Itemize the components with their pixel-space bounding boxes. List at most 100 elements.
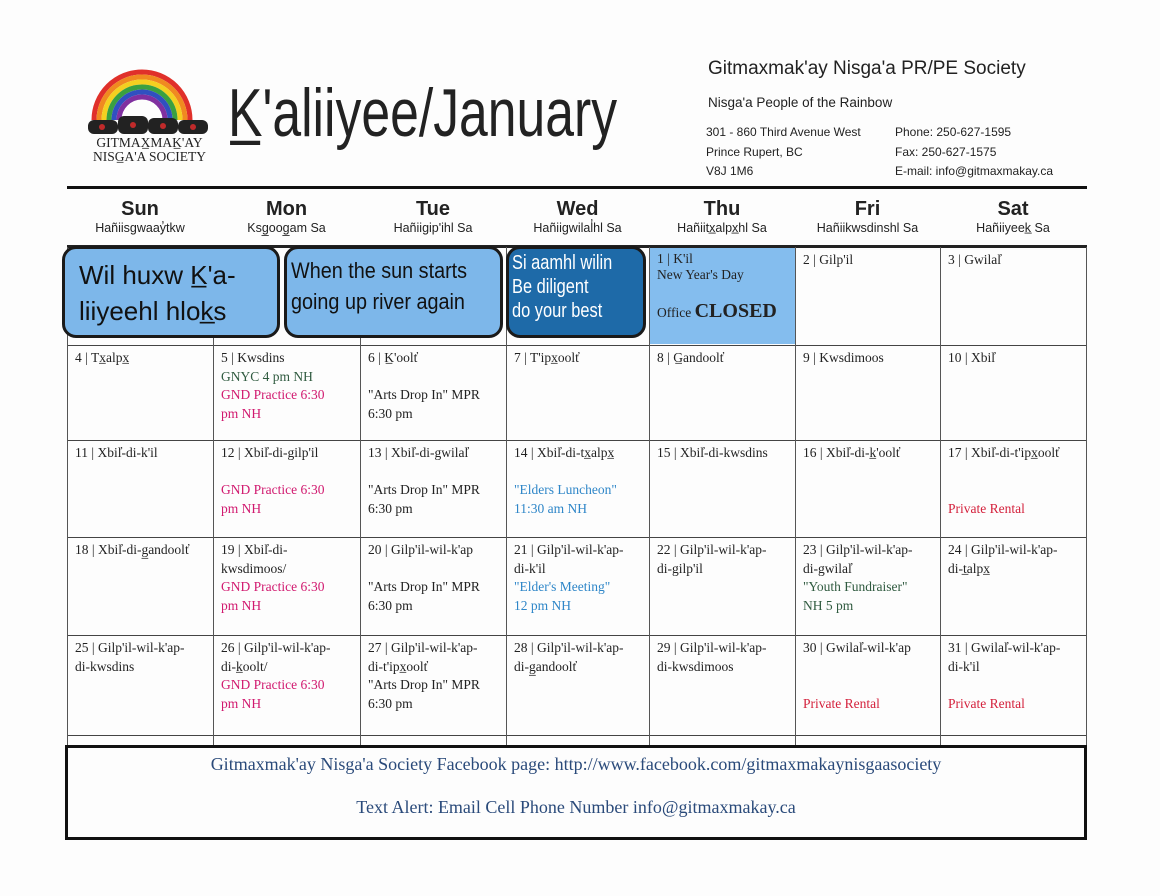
- event-text: "Arts Drop In" MPR 6:30 pm: [368, 387, 480, 421]
- email: E-mail: info@gitmaxmakay.ca: [895, 164, 1054, 178]
- day-cell: 4 | Tx̲alpx̲: [67, 345, 213, 440]
- column-divider: [649, 247, 650, 745]
- day-cell: 3 | Gwilal̓: [940, 247, 1086, 345]
- day-label: 27 | Gilp'il-wil-k'ap- di-t'ipx̲oolt̓: [368, 640, 478, 674]
- event-text: GNYC 4 pm NH: [221, 368, 313, 384]
- spacer: [948, 676, 1078, 695]
- day-cell: 2 | Gilp'il: [795, 247, 940, 345]
- day-cell: 8 | G̲andoolt̓: [649, 345, 795, 440]
- event-text: "Elder's Meeting" 12 pm NH: [514, 579, 611, 613]
- day-label: 1 | K'il: [657, 251, 693, 266]
- day-label: 2 | Gilp'il: [803, 252, 854, 267]
- column-divider: [360, 247, 361, 745]
- day-label: 24 | Gilp'il-wil-k'ap- di-t̲alpx̲: [948, 542, 1058, 576]
- day-label: 14 | Xbil̓-di-tx̲alpx̲: [514, 445, 615, 460]
- day-name: Tue: [415, 198, 451, 220]
- day-cell: 19 | Xbil̓-di- kwsdimoos/GND Practice 6:…: [213, 537, 360, 635]
- day-cell: 17 | Xbil̓-di-t'ipx̲oolt̓ Private Rental: [940, 440, 1086, 537]
- day-label: 22 | Gilp'il-wil-k'ap- di-gilp'il: [657, 542, 767, 576]
- day-name: Fri: [854, 198, 881, 220]
- spacer: [368, 463, 498, 482]
- day-header-tue: Tue Hañiigip'ihl Sa: [360, 190, 506, 247]
- day-header-sat: Sat Hañiiyeek̲ Sa: [940, 190, 1086, 247]
- address-line: 301 - 860 Third Avenue West: [706, 125, 861, 139]
- day-cell: 21 | Gilp'il-wil-k'ap- di-k'il "Elder's M…: [506, 537, 649, 635]
- event-text: Private Rental: [803, 695, 880, 711]
- day-label: 9 | Kwsdimoos: [803, 350, 884, 365]
- banner-text: Wil huxw K̲'a- liiyeehl hlok̲s: [79, 260, 236, 326]
- day-label: 10 | Xbil̓: [948, 350, 995, 365]
- day-label: 26 | Gilp'il-wil-k'ap- di-k̲oolt/: [221, 640, 331, 674]
- day-label: 15 | Xbil̓-di-kwsdins: [657, 445, 768, 460]
- day-label: 25 | Gilp'il-wil-k'ap- di-kwsdins: [75, 640, 185, 674]
- day-name-nisgaa: Hañiisgwaay̓tkw: [95, 221, 185, 235]
- day-name: Sun: [121, 198, 159, 220]
- day-cell: 5 | Kwsdins GNYC 4 pm NH GND Practice 6:30…: [213, 345, 360, 440]
- day-cell: 27 | Gilp'il-wil-k'ap- di-t'ipx̲oolt̓ "Ar…: [360, 635, 506, 735]
- day-name: Thu: [703, 198, 741, 220]
- day-cell: 10 | Xbil̓: [940, 345, 1086, 440]
- closed-label: CLOSED: [694, 300, 777, 322]
- day-label: 5 | Kwsdins: [221, 350, 285, 365]
- day-label: 19 | Xbil̓-di- kwsdimoos/: [221, 542, 288, 576]
- day-cell-1: 1 | K'il New Year's Day Office CLOSED: [649, 248, 795, 344]
- spacer: [803, 676, 932, 695]
- event-text: GND Practice 6:30 pm NH: [221, 579, 325, 613]
- day-label: 31 | Gwilal̓-wil-k'ap- di-k'il: [948, 640, 1061, 674]
- day-label: 12 | Xbil̓-di-gilp'il: [221, 445, 319, 460]
- day-cell: 28 | Gilp'il-wil-k'ap- di-g̲andoolt̓: [506, 635, 649, 735]
- facebook-link[interactable]: Gitmaxmak'ay Nisga'a Society Facebook pa…: [210, 754, 942, 774]
- day-label: 29 | Gilp'il-wil-k'ap- di-kwsdimoos: [657, 640, 767, 674]
- day-cell: 30 | Gwilal̓-wil-k'ap Private Rental: [795, 635, 940, 735]
- event-text: GND Practice 6:30 pm NH: [221, 677, 325, 711]
- day-header-mon: Mon Ksg̲oog̲am Sa: [213, 190, 360, 247]
- spacer: [948, 481, 1078, 500]
- spacer: [948, 463, 1078, 482]
- event-text: "Youth Fundraiser" NH 5 pm: [803, 579, 908, 613]
- spacer: [803, 658, 932, 677]
- day-label: 17 | Xbil̓-di-t'ipx̲oolt̓: [948, 445, 1059, 460]
- office-label: Office: [657, 305, 692, 320]
- address: 301 - 860 Third Avenue West Prince Ruper…: [706, 123, 861, 182]
- row-divider: [67, 537, 1087, 538]
- event-text: GND Practice 6:30 pm NH: [221, 482, 325, 516]
- event-text: "Arts Drop In" MPR 6:30 pm: [368, 482, 480, 516]
- footer-box: Gitmaxmak'ay Nisga'a Society Facebook pa…: [65, 745, 1087, 840]
- rainbow-logo: [88, 69, 208, 134]
- day-cell: 20 | Gilp'il-wil-k'ap "Arts Drop In" MPR …: [360, 537, 506, 635]
- day-label: 21 | Gilp'il-wil-k'ap- di-k'il: [514, 542, 624, 576]
- banner-text: Si aamhl wilin Be diligent do your best: [512, 252, 613, 322]
- day-label: 13 | Xbil̓-di-gwilal̓: [368, 445, 469, 460]
- day-cell: 18 | Xbil̓-di-g̲andoolt̓: [67, 537, 213, 635]
- day-label: 18 | Xbil̓-di-g̲andoolt̓: [75, 542, 189, 557]
- banner-2: When the sun starts going up river again: [284, 246, 503, 338]
- spacer: [221, 463, 352, 482]
- day-cell: 6 | K̲'oolt̓ "Arts Drop In" MPR 6:30 pm: [360, 345, 506, 440]
- day-cell: 29 | Gilp'il-wil-k'ap- di-kwsdimoos: [649, 635, 795, 735]
- day-cell: 11 | Xbil̓-di-k'il: [67, 440, 213, 537]
- header-divider: [67, 186, 1087, 189]
- address-line: Prince Rupert, BC: [706, 144, 803, 159]
- day-name: Sat: [997, 198, 1029, 220]
- day-cell: 16 | Xbil̓-di-k̲'oolt̓: [795, 440, 940, 537]
- day-name: Wed: [556, 198, 599, 220]
- page-title: K̲'aliiyee/January: [228, 75, 618, 151]
- spacer: [514, 463, 641, 482]
- day-name-nisgaa: Ksg̲oog̲am Sa: [247, 221, 326, 235]
- day-cell: 15 | Xbil̓-di-kwsdins: [649, 440, 795, 537]
- banner-3: Si aamhl wilin Be diligent do your best: [506, 246, 646, 338]
- day-cell: 13 | Xbil̓-di-gwilal̓ "Arts Drop In" MPR …: [360, 440, 506, 537]
- day-header-fri: Fri Hañiikwsdinshl Sa: [795, 190, 940, 247]
- day-name-nisgaa: Hañiigwilal̓hl Sa: [533, 221, 622, 235]
- org-name: Gitmaxmak'ay Nisga'a PR/PE Society: [708, 58, 1026, 79]
- logo-name-line2: NISG̲A'A SOCIETY: [92, 149, 207, 164]
- column-divider: [506, 247, 507, 745]
- day-cell: 22 | Gilp'il-wil-k'ap- di-gilp'il: [649, 537, 795, 635]
- day-cell: 25 | Gilp'il-wil-k'ap- di-kwsdins: [67, 635, 213, 735]
- day-name-nisgaa: Hañiitx̲alpx̲hl Sa: [677, 221, 767, 235]
- day-cell: 9 | Kwsdimoos: [795, 345, 940, 440]
- text-alert: Text Alert: Email Cell Phone Number info…: [356, 797, 796, 817]
- column-divider: [1086, 247, 1087, 745]
- day-cell: 7 | T'ipx̲oolt̓: [506, 345, 649, 440]
- logo-name-line1: GITMAX̲MAK̲'AY: [96, 135, 203, 150]
